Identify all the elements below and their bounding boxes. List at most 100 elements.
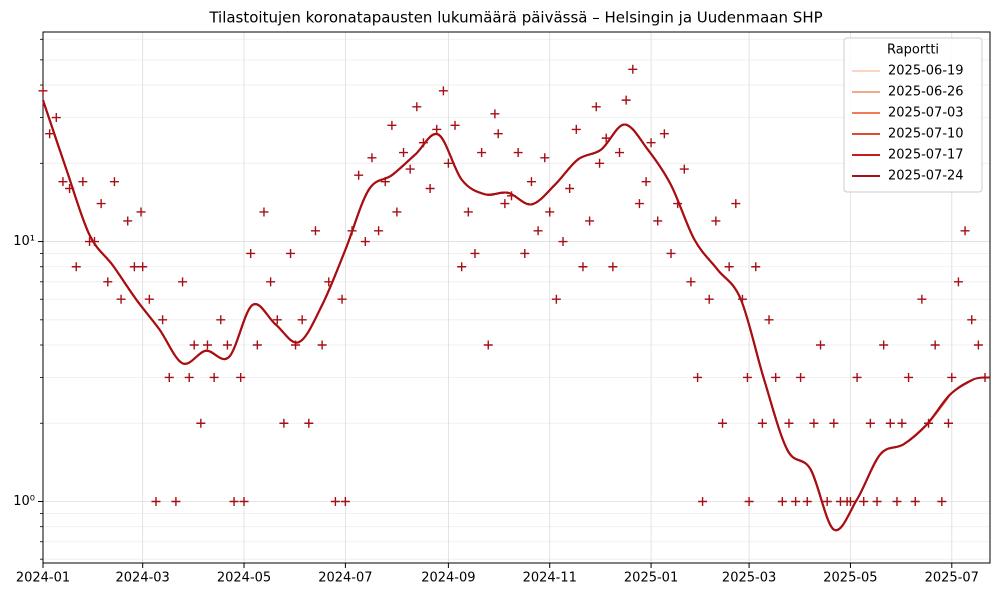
series-line (42, 99, 951, 532)
point (646, 138, 656, 148)
point (229, 497, 239, 507)
legend-label: 2025-07-17 (888, 148, 964, 163)
point (38, 86, 48, 96)
legend-title: Raportti (887, 43, 939, 58)
x-tick-label: 2024-11 (523, 571, 577, 586)
x-tick-label: 2025-05 (823, 571, 877, 586)
point (138, 262, 148, 272)
point (653, 216, 663, 226)
plot-frame (42, 31, 991, 564)
point (829, 418, 839, 428)
point (317, 340, 327, 350)
legend-box (843, 37, 983, 193)
point (96, 199, 106, 209)
point (930, 340, 940, 350)
point (209, 372, 219, 382)
point (405, 164, 415, 174)
series-line (42, 99, 951, 532)
point (960, 226, 970, 236)
point (791, 497, 801, 507)
point (51, 113, 61, 123)
legend-label: 2025-07-24 (888, 169, 964, 184)
legend-label: 2025-07-10 (888, 127, 964, 142)
point (450, 120, 460, 130)
point (164, 372, 174, 382)
point (236, 372, 246, 382)
point (859, 497, 869, 507)
point (438, 86, 448, 96)
point (885, 418, 895, 428)
point (744, 497, 754, 507)
point (239, 497, 249, 507)
point (533, 226, 543, 236)
point (545, 207, 555, 217)
point (178, 277, 188, 287)
point (666, 248, 676, 258)
x-tick-label: 2025-03 (722, 571, 776, 586)
point (571, 124, 581, 134)
point (477, 148, 487, 158)
point (463, 207, 473, 217)
point (222, 340, 232, 350)
point (116, 294, 126, 304)
point (412, 102, 422, 112)
x-tick-label: 2024-01 (16, 571, 70, 586)
point (490, 109, 500, 119)
point (216, 315, 226, 325)
point (196, 418, 206, 428)
point (937, 497, 947, 507)
point (45, 129, 55, 139)
series-line (42, 99, 928, 532)
point (757, 418, 767, 428)
point (897, 418, 907, 428)
point (483, 340, 493, 350)
point (286, 248, 296, 258)
point (585, 216, 595, 226)
point (751, 262, 761, 272)
point (892, 497, 902, 507)
point (659, 129, 669, 139)
point (304, 418, 314, 428)
legend-label: 2025-07-03 (888, 106, 964, 121)
point (777, 497, 787, 507)
point (679, 164, 689, 174)
point (297, 315, 307, 325)
point (796, 372, 806, 382)
point (872, 497, 882, 507)
point (578, 262, 588, 272)
x-tick-label: 2024-09 (421, 571, 475, 586)
chart-title: Tilastoitujen koronatapausten lukumäärä … (208, 9, 822, 27)
point (879, 340, 889, 350)
point (103, 277, 113, 287)
point (953, 277, 963, 287)
point (724, 262, 734, 272)
point (608, 262, 618, 272)
point (151, 497, 161, 507)
point (526, 177, 536, 187)
point (621, 95, 631, 105)
point (704, 294, 714, 304)
point (144, 294, 154, 304)
point (943, 418, 953, 428)
point (513, 148, 523, 158)
point (973, 340, 983, 350)
point (340, 497, 350, 507)
y-tick-label: 10¹ (13, 234, 35, 249)
point (852, 372, 862, 382)
point (266, 277, 276, 287)
x-tick-label: 2024-03 (116, 571, 170, 586)
point (171, 497, 181, 507)
point (904, 372, 914, 382)
point (374, 226, 384, 236)
point (845, 497, 855, 507)
point (392, 207, 402, 217)
point (742, 372, 752, 382)
point (272, 315, 282, 325)
legend-label: 2025-06-26 (888, 85, 964, 100)
point (246, 248, 256, 258)
point (184, 372, 194, 382)
point (551, 294, 561, 304)
point (123, 216, 133, 226)
